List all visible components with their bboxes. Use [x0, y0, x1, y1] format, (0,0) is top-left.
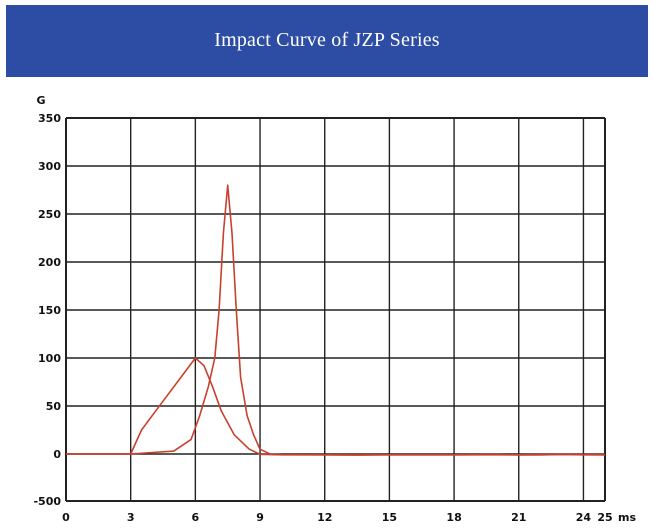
x-tick-label: 24 — [576, 511, 592, 524]
y-tick-label: -500 — [33, 495, 61, 508]
chart-title-bar: Impact Curve of JZP Series — [6, 5, 648, 77]
y-tick-label: 50 — [46, 400, 62, 413]
x-tick-label: 25 — [597, 511, 612, 524]
y-tick-label: 0 — [53, 448, 61, 461]
x-tick-label: 18 — [446, 511, 461, 524]
y-tick-label: 300 — [38, 160, 61, 173]
x-tick-label: 9 — [256, 511, 264, 524]
x-tick-label: 12 — [317, 511, 332, 524]
y-axis-label: G — [36, 94, 45, 107]
series-layer — [66, 184, 606, 456]
x-tick-label: 21 — [511, 511, 526, 524]
y-tick-label: 350 — [38, 112, 61, 125]
chart-title: Impact Curve of JZP Series — [214, 28, 440, 51]
y-tick-label: 200 — [38, 256, 61, 269]
y-tick-label: 100 — [38, 352, 61, 365]
x-tick-label: 0 — [62, 511, 70, 524]
series-line-2 — [66, 184, 606, 456]
x-tick-label: 15 — [382, 511, 397, 524]
y-tick-label: 150 — [38, 304, 61, 317]
grid — [65, 117, 606, 502]
x-axis-label: ms — [618, 511, 636, 524]
x-tick-label: 6 — [192, 511, 200, 524]
y-tick-label: 250 — [38, 208, 61, 221]
x-tick-label: 3 — [127, 511, 135, 524]
